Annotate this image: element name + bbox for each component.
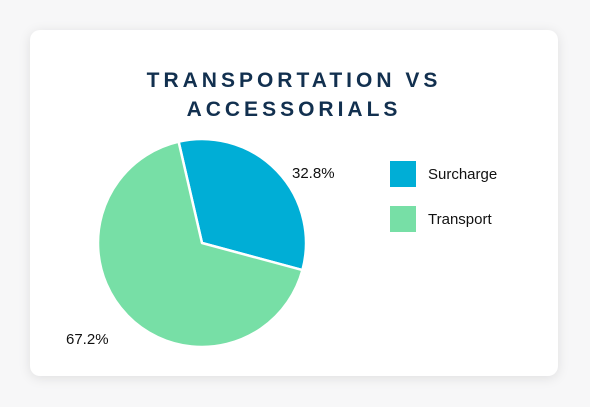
legend-swatch-surcharge xyxy=(390,161,416,187)
chart-title: TRANSPORTATION VS ACCESSORIALS xyxy=(30,66,558,124)
chart-card: TRANSPORTATION VS ACCESSORIALS 32.8% 67.… xyxy=(30,30,558,376)
legend-label-transport: Transport xyxy=(428,210,492,228)
chart-title-line-1: TRANSPORTATION VS xyxy=(146,69,442,92)
pie-chart: 32.8% 67.2% xyxy=(66,137,335,349)
pie-slice-transport xyxy=(96,140,304,349)
data-label-surcharge: 32.8% xyxy=(292,165,335,182)
legend: Surcharge Transport xyxy=(390,160,497,250)
pie-slice-surcharge xyxy=(177,137,308,272)
legend-item-transport: Transport xyxy=(390,205,497,233)
legend-item-surcharge: Surcharge xyxy=(390,160,497,188)
data-label-transport: 67.2% xyxy=(66,331,109,348)
legend-swatch-transport xyxy=(390,206,416,232)
chart-title-line-2: ACCESSORIALS xyxy=(186,98,402,121)
legend-label-surcharge: Surcharge xyxy=(428,165,498,183)
